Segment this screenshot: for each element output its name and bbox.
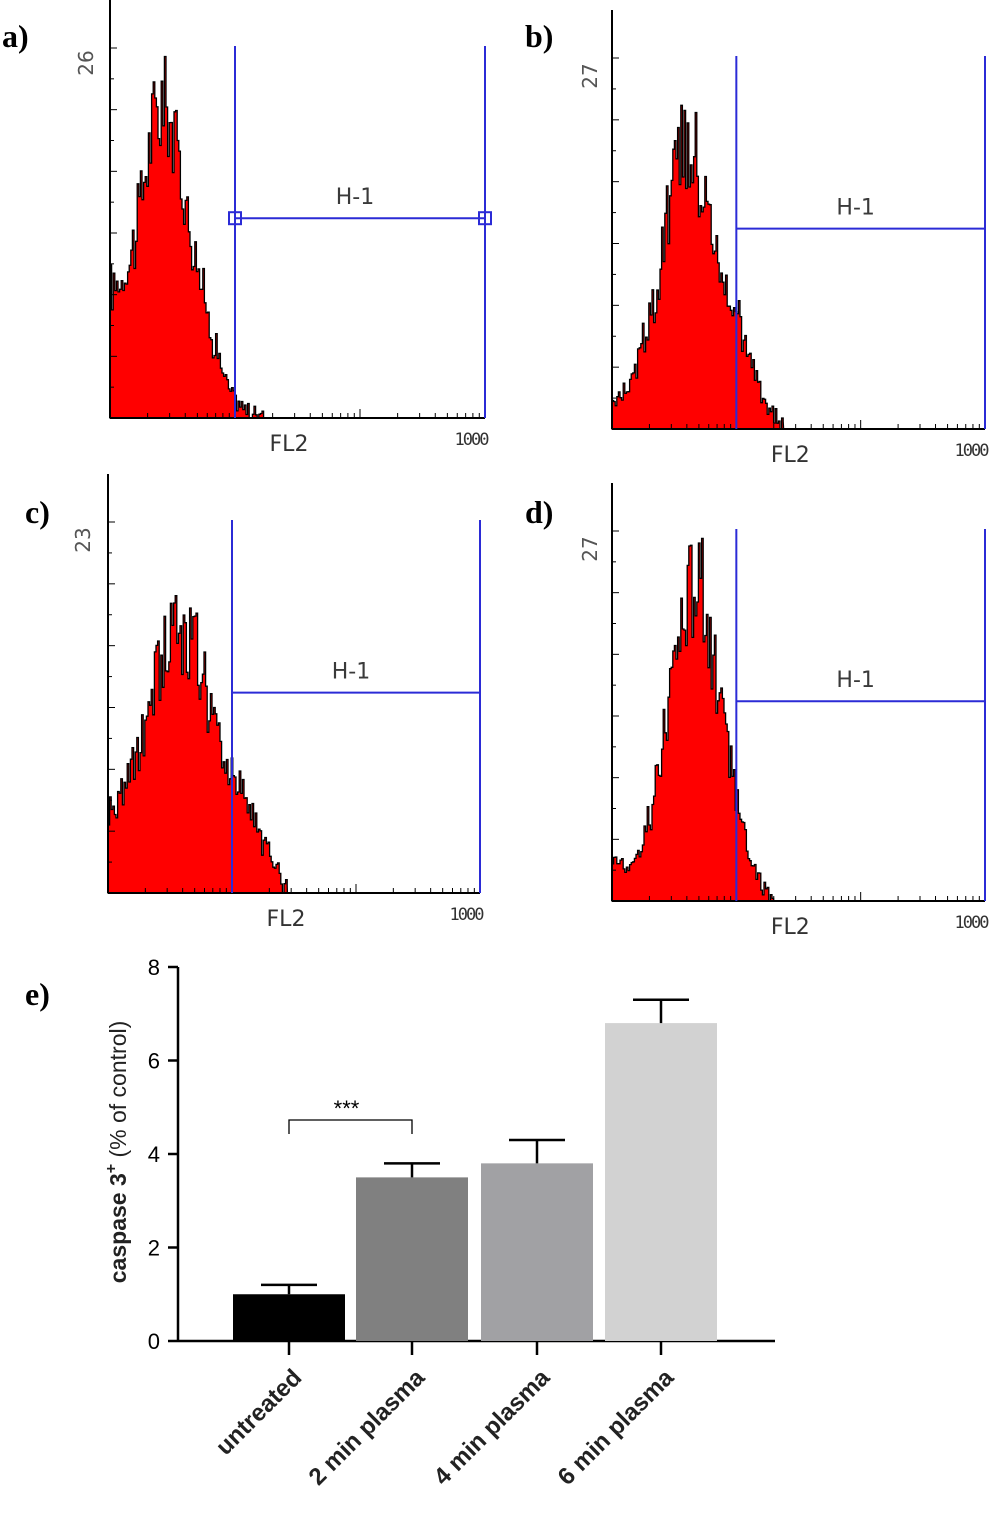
histogram-area: [611, 104, 785, 430]
category-label: 6 min plasma: [553, 1364, 680, 1491]
gate-h1: H-1: [735, 56, 986, 429]
y-axis-label-main: caspase 3: [105, 1173, 131, 1283]
category-label: untreated: [211, 1364, 307, 1460]
gate-label: H-1: [336, 185, 374, 210]
y-axis-label-suffix: (% of control): [105, 1021, 131, 1164]
gate-h1: H-1: [231, 520, 481, 893]
x-axis-label: FL2: [771, 443, 810, 468]
histogram-panel-1: H-1 a) 26 FL2 1000: [2, 0, 492, 457]
category-label: 4 min plasma: [429, 1364, 556, 1491]
y-tick-label: 2: [148, 1236, 160, 1261]
panel-label: d): [525, 494, 553, 530]
significance-bracket: [288, 1119, 413, 1134]
x-max-label: 1000: [455, 430, 490, 450]
histogram-area: [107, 595, 289, 894]
y-axis-label-superscript: +: [103, 1164, 120, 1173]
y-axis-label: caspase 3+ (% of control): [103, 1021, 131, 1283]
significance-label: ***: [334, 1096, 360, 1121]
bar: [605, 1023, 717, 1341]
bar: [356, 1177, 468, 1341]
y-tick-label: 0: [148, 1329, 160, 1354]
x-axis-label: FL2: [771, 915, 810, 940]
panel-label: e): [25, 976, 50, 1012]
y-tick-label: 6: [148, 1049, 160, 1074]
y-max-label: 27: [578, 63, 602, 88]
gate-label: H-1: [332, 660, 370, 685]
gate-label: H-1: [836, 196, 874, 221]
x-axis-label: FL2: [267, 907, 306, 932]
x-max-label: 1000: [955, 913, 990, 933]
gate-label: H-1: [836, 668, 874, 693]
histogram-panel-4: H-1 d) 27 FL2 1000: [525, 483, 991, 940]
gate-handle: [478, 211, 492, 226]
gate-handle: [228, 211, 242, 226]
x-max-label: 1000: [955, 441, 990, 461]
gate-h1: H-1: [735, 529, 986, 901]
y-max-label: 27: [578, 536, 602, 561]
y-max-label: 23: [71, 527, 95, 552]
histogram-area: [611, 537, 775, 902]
panel-label: b): [525, 18, 553, 54]
x-max-label: 1000: [450, 905, 485, 925]
gate-h1: H-1: [228, 46, 492, 418]
bar-chart-panel: e) 0 2 4 6 8 caspase 3+ (% of control) untreate…: [25, 955, 775, 1491]
histogram-panel-3: H-1 c) 23 FL2 1000: [25, 474, 486, 932]
panel-label: a): [2, 18, 29, 54]
y-max-label: 26: [74, 50, 98, 75]
histogram-area: [109, 55, 265, 419]
bar: [481, 1163, 593, 1341]
bar: [233, 1294, 345, 1341]
panel-label: c): [25, 494, 50, 530]
category-label: 2 min plasma: [304, 1364, 431, 1491]
y-tick-label: 8: [148, 955, 160, 980]
x-axis-label: FL2: [270, 432, 309, 457]
y-tick-label: 4: [148, 1142, 160, 1167]
histogram-panel-2: H-1 b) 27 FL2 1000: [525, 10, 991, 468]
